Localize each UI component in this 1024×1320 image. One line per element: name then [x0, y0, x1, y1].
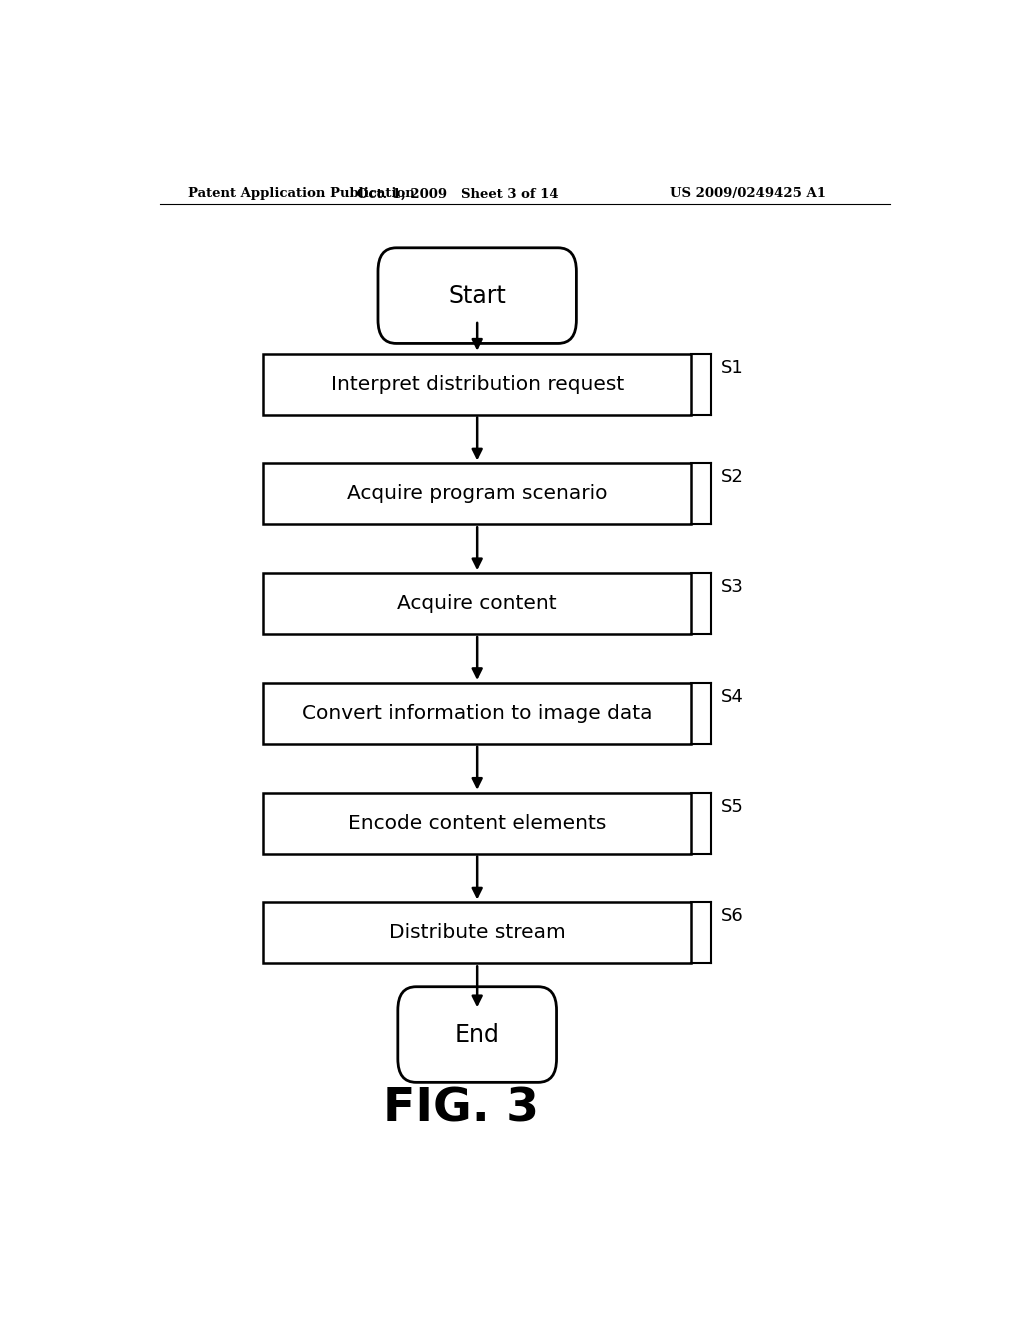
Text: S6: S6 [721, 907, 743, 925]
Text: S5: S5 [721, 797, 743, 816]
FancyBboxPatch shape [378, 248, 577, 343]
Bar [263, 463, 691, 524]
Text: Convert information to image data: Convert information to image data [302, 704, 652, 723]
Bar [263, 573, 691, 634]
Bar [263, 792, 691, 854]
Text: Acquire program scenario: Acquire program scenario [347, 484, 607, 503]
Text: S1: S1 [721, 359, 743, 376]
Bar [263, 903, 691, 964]
Text: Distribute stream: Distribute stream [389, 924, 565, 942]
Text: Start: Start [449, 284, 506, 308]
Text: Patent Application Publication: Patent Application Publication [187, 187, 415, 201]
Text: Acquire content: Acquire content [397, 594, 557, 612]
Text: FIG. 3: FIG. 3 [383, 1086, 540, 1131]
Bar [263, 682, 691, 744]
Text: Encode content elements: Encode content elements [348, 813, 606, 833]
Text: S4: S4 [721, 688, 743, 706]
Text: Interpret distribution request: Interpret distribution request [331, 375, 624, 393]
Text: Oct. 1, 2009   Sheet 3 of 14: Oct. 1, 2009 Sheet 3 of 14 [356, 187, 558, 201]
Text: S2: S2 [721, 469, 743, 486]
Bar [263, 354, 691, 414]
FancyBboxPatch shape [397, 987, 557, 1082]
Text: End: End [455, 1023, 500, 1047]
Text: S3: S3 [721, 578, 743, 597]
Text: US 2009/0249425 A1: US 2009/0249425 A1 [671, 187, 826, 201]
